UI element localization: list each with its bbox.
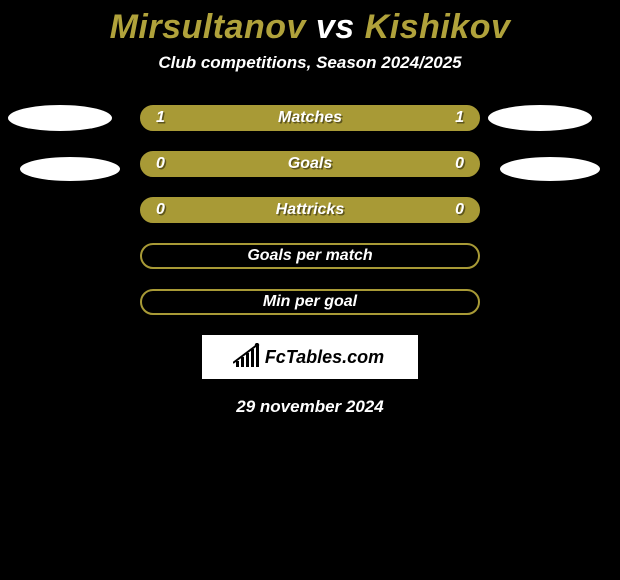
stat-row-goals: 0 Goals 0 [140, 151, 480, 177]
accent-ellipse-left1 [8, 105, 112, 131]
stat-left-value: 0 [156, 155, 165, 173]
title-vs: vs [316, 8, 355, 46]
stat-row-hattricks: 0 Hattricks 0 [140, 197, 480, 223]
stat-right-value: 0 [455, 155, 464, 173]
stat-label: Goals per match [247, 247, 372, 265]
stat-label: Min per goal [263, 293, 357, 311]
accent-ellipse-right1 [488, 105, 592, 131]
stats-area: 1 Matches 1 0 Goals 0 0 Hattricks 0 Goals per mat… [0, 105, 620, 417]
logo-text: FcTables.com [265, 347, 384, 368]
stat-row-goals-per-match: Goals per match [140, 243, 480, 269]
stat-right-value: 1 [455, 109, 464, 127]
title-right: Kishikov [365, 8, 511, 46]
stat-left-value: 0 [156, 201, 165, 219]
stat-left-value: 1 [156, 109, 165, 127]
bars-icon [236, 347, 261, 367]
date-text: 29 november 2024 [0, 397, 620, 417]
page-title: Mirsultanov vs Kishikov [0, 0, 620, 47]
accent-ellipse-right2 [500, 157, 600, 181]
logo-box: FcTables.com [202, 335, 418, 379]
stat-row-matches: 1 Matches 1 [140, 105, 480, 131]
stat-label: Goals [288, 155, 332, 173]
stat-label: Matches [278, 109, 342, 127]
title-left: Mirsultanov [110, 8, 306, 46]
stat-row-min-per-goal: Min per goal [140, 289, 480, 315]
subtitle: Club competitions, Season 2024/2025 [0, 53, 620, 73]
accent-ellipse-left2 [20, 157, 120, 181]
stat-right-value: 0 [455, 201, 464, 219]
stat-label: Hattricks [276, 201, 344, 219]
